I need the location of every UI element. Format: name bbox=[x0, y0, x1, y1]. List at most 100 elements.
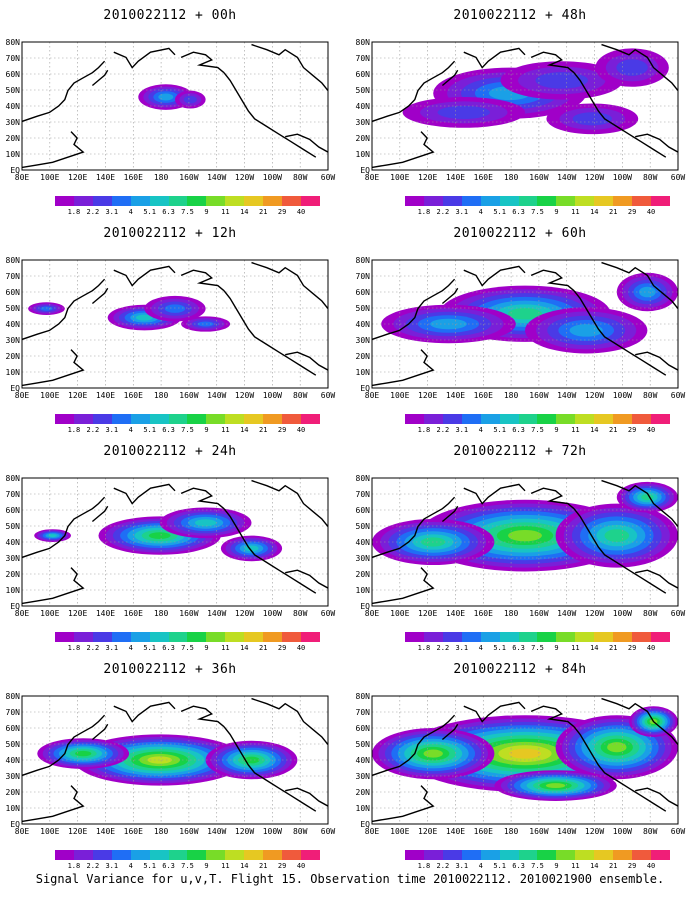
lon-tick-label: 140W bbox=[557, 391, 576, 400]
colorbar-level-label: 6.3 bbox=[162, 426, 175, 434]
variance-contour bbox=[545, 783, 566, 789]
lat-tick-label: 60N bbox=[6, 70, 21, 79]
lon-tick-label: 180 bbox=[154, 173, 169, 182]
lon-tick-label: 160W bbox=[529, 391, 548, 400]
map-panel: 2010022112 + 84h 80N 70N 60N 50N 40N 30N 20N 10… bbox=[350, 654, 690, 870]
coastline bbox=[441, 723, 459, 741]
colorbar-level-label: 4 bbox=[478, 426, 483, 434]
colorbar-cell bbox=[111, 414, 131, 424]
lon-tick-label: 160E bbox=[474, 827, 493, 836]
lon-tick-label: 180 bbox=[504, 609, 519, 618]
colorbar-cell bbox=[55, 196, 74, 206]
colorbar-cell bbox=[149, 850, 169, 860]
colorbar-cell bbox=[518, 196, 538, 206]
colorbar bbox=[405, 850, 670, 860]
lat-tick-label: 40N bbox=[6, 756, 21, 765]
lon-tick-label: 100W bbox=[263, 827, 282, 836]
colorbar-cell bbox=[423, 196, 443, 206]
colorbar-level-label: 1.8 bbox=[67, 208, 81, 216]
lon-tick-label: 120W bbox=[235, 609, 254, 618]
lon-tick-label: 60W bbox=[321, 827, 336, 836]
coastlines bbox=[372, 479, 678, 605]
lat-tick-label: EQ bbox=[10, 166, 20, 175]
coastline bbox=[530, 269, 575, 292]
lon-tick-label: 80E bbox=[15, 827, 30, 836]
map-panel: 2010022112 + 60h 80N 70N 60N 50N 40N 30N 20N 10… bbox=[350, 218, 690, 434]
lon-tick-label: 140E bbox=[96, 391, 115, 400]
colorbar-level-label: 5.1 bbox=[143, 862, 156, 870]
colorbar-cell bbox=[480, 196, 500, 206]
colorbar-level-label: 2.2 bbox=[86, 426, 100, 434]
coastline bbox=[180, 705, 225, 728]
coastline bbox=[180, 51, 225, 74]
colorbar-cell bbox=[300, 632, 320, 642]
colorbar-level-label: 40 bbox=[296, 644, 306, 652]
colorbar-level-label: 1.8 bbox=[417, 644, 431, 652]
colorbar-level-label: 4 bbox=[128, 208, 133, 216]
lon-tick-label: 140E bbox=[96, 827, 115, 836]
colorbar-cell bbox=[263, 632, 283, 642]
colorbar-cell bbox=[263, 414, 283, 424]
lat-tick-label: 10N bbox=[6, 804, 21, 813]
colorbar-level-label: 14 bbox=[240, 644, 249, 652]
lat-tick-label: EQ bbox=[360, 602, 370, 611]
colorbar-level-label: 4 bbox=[128, 426, 133, 434]
colorbar-level-label: 4 bbox=[128, 644, 133, 652]
colorbar-level-label: 7.5 bbox=[181, 208, 194, 216]
colorbar-level-label: 4 bbox=[478, 644, 483, 652]
colorbar-level-label: 29 bbox=[627, 426, 637, 434]
panel-title: 2010022112 + 72h bbox=[453, 444, 587, 459]
colorbar-level-label: 9 bbox=[554, 644, 559, 652]
coastline bbox=[113, 265, 176, 287]
map-frame bbox=[371, 41, 679, 171]
colorbar-cell bbox=[594, 632, 614, 642]
lon-tick-label: 100E bbox=[40, 827, 59, 836]
colorbar-cell bbox=[442, 632, 462, 642]
lon-tick-label: 120W bbox=[585, 609, 604, 618]
lon-tick-label: 160W bbox=[179, 173, 198, 182]
variance-field bbox=[34, 507, 283, 562]
colorbar-cell bbox=[499, 632, 519, 642]
lon-tick-label: 120E bbox=[418, 391, 437, 400]
variance-field bbox=[402, 48, 669, 135]
coastline bbox=[113, 47, 176, 69]
lat-tick-label: 30N bbox=[356, 772, 371, 781]
colorbar-cell bbox=[556, 632, 576, 642]
colorbar-level-label: 21 bbox=[608, 862, 618, 870]
colorbar-cell bbox=[300, 196, 320, 206]
colorbar-level-label: 14 bbox=[590, 644, 599, 652]
lon-tick-label: 120E bbox=[68, 391, 87, 400]
coastline bbox=[601, 479, 678, 528]
colorbar-cell bbox=[300, 850, 320, 860]
colorbar-cell bbox=[632, 850, 651, 860]
coastlines bbox=[372, 261, 678, 387]
lon-tick-label: 80E bbox=[365, 173, 380, 182]
colorbar-level-label: 3.1 bbox=[105, 862, 119, 870]
colorbar-level-label: 14 bbox=[590, 208, 599, 216]
variance-contour bbox=[164, 304, 186, 313]
variance-contour bbox=[616, 59, 648, 76]
colorbar-level-label: 14 bbox=[240, 862, 249, 870]
lon-tick-label: 120E bbox=[418, 173, 437, 182]
panel-title: 2010022112 + 36h bbox=[103, 662, 237, 677]
variance-contour bbox=[572, 112, 612, 126]
colorbar-cell bbox=[73, 632, 93, 642]
colorbar-cell bbox=[499, 414, 519, 424]
colorbar bbox=[55, 414, 320, 424]
colorbar-cell bbox=[537, 414, 557, 424]
lon-tick-label: 140E bbox=[446, 827, 465, 836]
colorbar-cell bbox=[149, 632, 169, 642]
colorbar-cell bbox=[73, 414, 93, 424]
colorbar-cell bbox=[613, 632, 633, 642]
coastline bbox=[22, 349, 85, 387]
coastline bbox=[372, 714, 456, 777]
colorbar-level-label: 11 bbox=[221, 426, 230, 434]
lat-tick-label: 50N bbox=[6, 740, 21, 749]
coastline bbox=[91, 287, 109, 305]
lon-tick-label: 60W bbox=[671, 827, 686, 836]
lon-tick-label: 140W bbox=[557, 827, 576, 836]
colorbar-level-label: 3.1 bbox=[455, 208, 469, 216]
lat-tick-label: 80N bbox=[6, 692, 21, 701]
panel-title: 2010022112 + 84h bbox=[453, 662, 587, 677]
colorbar-level-label: 2.2 bbox=[436, 208, 450, 216]
